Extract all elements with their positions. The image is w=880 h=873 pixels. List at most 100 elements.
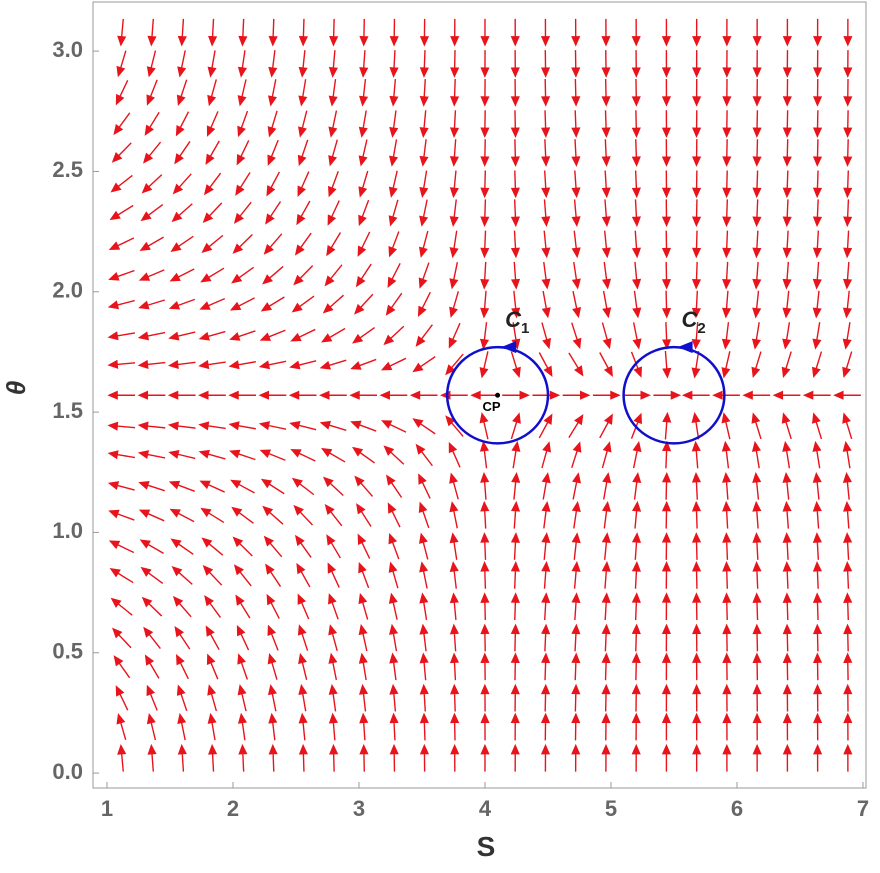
field-arrow [662,322,672,350]
field-arrow [177,712,187,741]
field-arrow [592,390,621,400]
field-arrow [232,234,253,254]
field-arrow [235,172,251,196]
field-arrow [510,261,521,290]
field-arrow [200,267,225,283]
field-arrow [601,50,611,78]
field-arrow [541,139,551,167]
field-arrow [843,199,853,228]
field-arrow [358,170,369,198]
field-arrow [328,683,338,712]
field-arrow [107,299,135,310]
field-arrow [449,623,460,652]
field-arrow [267,653,278,680]
field-arrow [510,412,521,440]
field-arrow [623,390,651,400]
field-arrow [172,173,192,195]
field-arrow [328,79,338,107]
field-arrow [352,446,376,464]
field-arrow [843,78,853,107]
field-arrow [782,561,792,589]
field-arrow [631,743,641,772]
field-arrow [510,18,520,47]
field-arrow [198,330,226,341]
field-arrow [115,685,129,711]
field-arrow [691,350,701,379]
field-arrow [359,743,369,772]
field-arrow [480,18,490,47]
field-arrow [601,561,611,589]
field-arrow [389,683,399,712]
field-arrow [137,421,166,431]
field-arrow [562,390,591,400]
field-arrow [510,623,520,652]
field-arrow [692,712,702,741]
field-arrow [388,199,399,227]
y-tick-label: 0.0 [52,759,83,784]
field-arrow [138,509,165,522]
field-arrow [327,562,340,588]
field-arrow [470,390,498,400]
field-arrow [752,532,762,560]
y-tick-label: 2.0 [52,278,83,303]
field-arrow [631,230,642,259]
field-arrow [502,390,530,400]
field-arrow [144,111,160,136]
field-arrow [782,743,792,772]
field-arrow [571,712,581,741]
field-arrow [419,18,430,47]
field-arrow [571,743,581,772]
field-arrow [418,262,430,289]
field-arrow [630,412,642,439]
field-arrow [388,170,398,198]
field-arrow [480,623,490,652]
field-arrow [601,170,611,199]
field-arrow [721,440,731,469]
field-arrow [201,234,224,253]
field-arrow [811,351,823,379]
field-arrow [324,503,343,527]
field-arrow [833,390,861,400]
field-arrow [328,624,338,652]
field-arrow [692,139,702,167]
field-arrow [511,290,521,319]
field-arrow [290,328,316,342]
field-arrow [480,50,490,78]
field-arrow [812,139,823,167]
field-arrow [601,500,612,529]
field-arrow [631,18,641,47]
field-arrow [842,261,853,290]
field-arrow [319,390,347,400]
field-arrow [540,18,551,47]
field-arrow [722,230,732,259]
field-arrow [812,652,823,681]
field-arrow [812,472,822,500]
field-arrow [388,592,398,620]
field-arrow [631,110,641,139]
field-arrow [107,359,136,369]
field-arrow [631,683,641,712]
field-arrow [782,50,792,78]
field-arrow [449,592,459,621]
field-arrow [692,79,702,107]
field-arrow [722,110,732,139]
field-arrow [571,110,581,139]
field-arrow [450,683,460,712]
y-axis-label: θ [1,381,31,396]
contour-arrow [677,341,693,354]
field-arrow [752,18,762,47]
field-arrow [571,78,581,107]
field-arrow [387,263,401,289]
field-arrow [354,293,374,315]
field-arrow [721,351,731,379]
field-arrow [140,204,164,222]
field-arrow [297,139,309,167]
field-arrow [140,566,164,585]
field-arrow [328,50,338,78]
field-arrow [843,18,853,47]
field-arrow [632,290,642,319]
field-arrow [412,418,436,435]
field-arrow [692,50,702,78]
field-arrow [198,390,226,400]
field-arrow [235,594,251,619]
